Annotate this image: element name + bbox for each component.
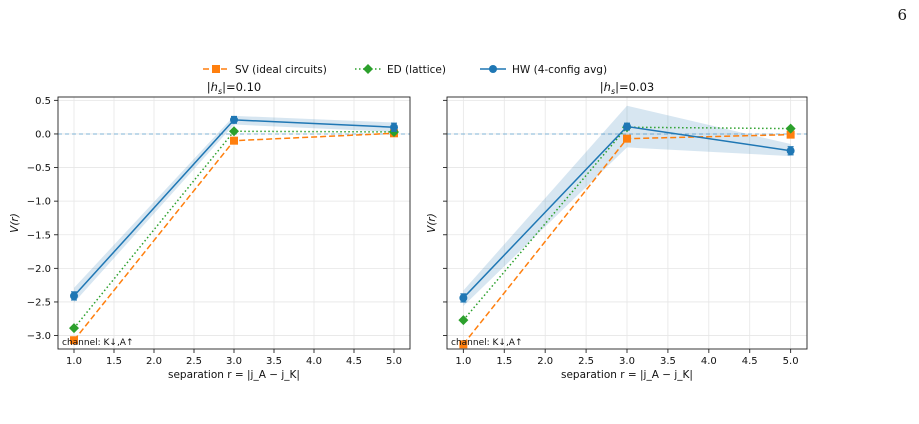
data-point [459, 340, 468, 349]
data-point [785, 123, 796, 134]
series-2 [459, 122, 795, 303]
y-tick-label: 0.0 [35, 129, 51, 140]
x-tick-label: 2.5 [186, 356, 202, 367]
data-point [458, 315, 469, 326]
data-point [786, 146, 795, 155]
data-point [70, 336, 78, 345]
y-tick-label: −2.5 [27, 297, 51, 308]
x-tick-label: 4.0 [306, 356, 322, 367]
x-tick-label: 2.0 [146, 356, 162, 367]
legend-label: ED (lattice) [387, 64, 446, 76]
channel-annotation: channel: K↓,A↑ [62, 338, 134, 348]
page-number: 6 [897, 6, 907, 24]
x-axis-label: separation r = |j_A − j_K| [561, 369, 693, 381]
y-axis-label: V(r) [426, 213, 438, 233]
series-2 [70, 115, 398, 301]
y-tick-label: −2.0 [27, 264, 51, 275]
x-axis: 1.0 1.5 2.0 2.5 3.0 3.5 4.0 4.5 5.0 [66, 349, 402, 367]
data-point [623, 134, 631, 143]
data-point [230, 136, 238, 145]
data-point [229, 126, 239, 137]
chart-panel-right: 1.0 1.5 2.0 2.5 3.0 3.5 4.0 4.5 5.0 |hs|=0.03 sepa… [426, 80, 808, 381]
x-axis: 1.0 1.5 2.0 2.5 3.0 3.5 4.0 4.5 5.0 [455, 349, 799, 367]
y-axis: 0.5 0.0 −0.5 −1.0 −1.5 −2.0 −2.5 −3.0 [27, 96, 58, 342]
x-tick-label: 1.5 [496, 356, 512, 367]
legend-label: HW (4-config avg) [512, 64, 607, 76]
channel-annotation: channel: K↓,A↑ [451, 338, 523, 348]
legend-item-1: ED (lattice) [355, 64, 446, 76]
x-tick-label: 4.5 [742, 356, 758, 367]
y-tick-label: 0.5 [35, 96, 51, 107]
x-tick-label: 1.5 [106, 356, 122, 367]
x-tick-label: 4.5 [346, 356, 362, 367]
grid [447, 97, 807, 349]
chart-panel-left: 1.0 1.5 2.0 2.5 3.0 3.5 4.0 4.5 5.0 0.5 0.0 −0.5 −1.… [9, 80, 411, 381]
x-tick-label: 4.0 [701, 356, 717, 367]
y-tick-label: −0.5 [27, 163, 51, 174]
legend-item-0: SV (ideal circuits) [203, 64, 327, 76]
chart-title: |hs|=0.03 [600, 80, 654, 96]
legend-label: SV (ideal circuits) [235, 64, 327, 76]
x-tick-label: 3.5 [266, 356, 282, 367]
data-point [623, 122, 631, 131]
x-tick-label: 3.0 [619, 356, 635, 367]
x-tick-label: 1.0 [455, 356, 471, 367]
legend-marker [489, 65, 497, 73]
y-tick-label: −1.0 [27, 197, 51, 208]
y-axis-label: V(r) [9, 213, 21, 233]
legend-item-2: HW (4-config avg) [480, 64, 607, 76]
y-tick-label: −3.0 [27, 331, 51, 342]
x-tick-label: 2.5 [578, 356, 594, 367]
data-point [69, 323, 79, 334]
y-axis [443, 99, 447, 337]
x-axis-label: separation r = |j_A − j_K| [168, 369, 300, 381]
legend: SV (ideal circuits) ED (lattice) HW (4-con… [203, 64, 607, 76]
data-point [70, 291, 78, 300]
legend-marker [212, 65, 220, 73]
data-point [786, 130, 795, 139]
series-0 [459, 130, 795, 349]
y-tick-label: −1.5 [27, 230, 51, 241]
x-tick-label: 5.0 [783, 356, 799, 367]
x-tick-label: 3.0 [226, 356, 242, 367]
data-point [459, 293, 468, 302]
x-tick-label: 1.0 [66, 356, 82, 367]
data-point [230, 115, 238, 124]
series-line [73, 130, 395, 329]
chart-title: |hs|=0.10 [207, 80, 261, 96]
legend-marker [363, 64, 373, 74]
x-tick-label: 2.0 [537, 356, 553, 367]
data-point [390, 123, 398, 132]
hw-uncertainty-band [463, 105, 791, 306]
x-tick-label: 5.0 [386, 356, 402, 367]
x-tick-label: 3.5 [660, 356, 676, 367]
